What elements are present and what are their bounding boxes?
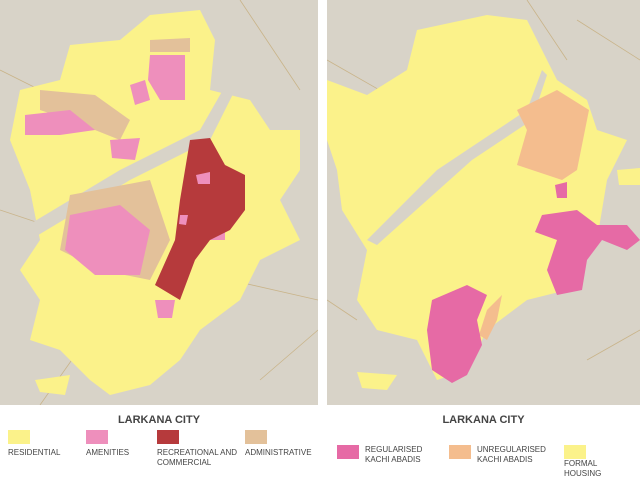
legend-label: REGULARISED KACHI ABADIS bbox=[365, 445, 423, 464]
legend-item: FORMAL HOUSING bbox=[564, 445, 640, 479]
legend-swatch bbox=[8, 430, 30, 444]
legend-item: RESIDENTIAL bbox=[8, 430, 68, 458]
legend-label: UNREGULARISED KACHI ABADIS bbox=[477, 445, 546, 464]
legend: LARKANA CITY RESIDENTIAL AMENITIES RECREATI… bbox=[0, 405, 318, 480]
legend-title: LARKANA CITY bbox=[117, 414, 201, 426]
land-use-map bbox=[0, 0, 318, 405]
legend-title: LARKANA CITY bbox=[442, 414, 525, 426]
legend-label: RESIDENTIAL bbox=[8, 448, 61, 457]
legend-item: RECREATIONAL AND COMMERCIAL bbox=[157, 430, 237, 468]
housing-map bbox=[327, 0, 640, 405]
legend-label: FORMAL HOUSING bbox=[564, 459, 602, 478]
legend-label: RECREATIONAL AND COMMERCIAL bbox=[157, 448, 238, 467]
legend: LARKANA CITY REGULARISED KACHI ABADIS UNRE… bbox=[327, 405, 640, 480]
legend-swatch bbox=[157, 430, 179, 444]
legend-swatch bbox=[86, 430, 108, 444]
legend-label: AMENITIES bbox=[86, 448, 130, 457]
legend-label: ADMINISTRATIVE bbox=[245, 448, 312, 457]
legend-item: REGULARISED KACHI ABADIS bbox=[337, 445, 427, 465]
legend-item: ADMINISTRATIVE bbox=[245, 430, 315, 458]
legend-swatch bbox=[245, 430, 267, 444]
legend-item: UNREGULARISED KACHI ABADIS bbox=[449, 445, 546, 465]
legend-swatch bbox=[564, 445, 586, 459]
legend-item: AMENITIES bbox=[86, 430, 146, 458]
legend-swatch bbox=[449, 445, 471, 459]
legend-swatch bbox=[337, 445, 359, 459]
